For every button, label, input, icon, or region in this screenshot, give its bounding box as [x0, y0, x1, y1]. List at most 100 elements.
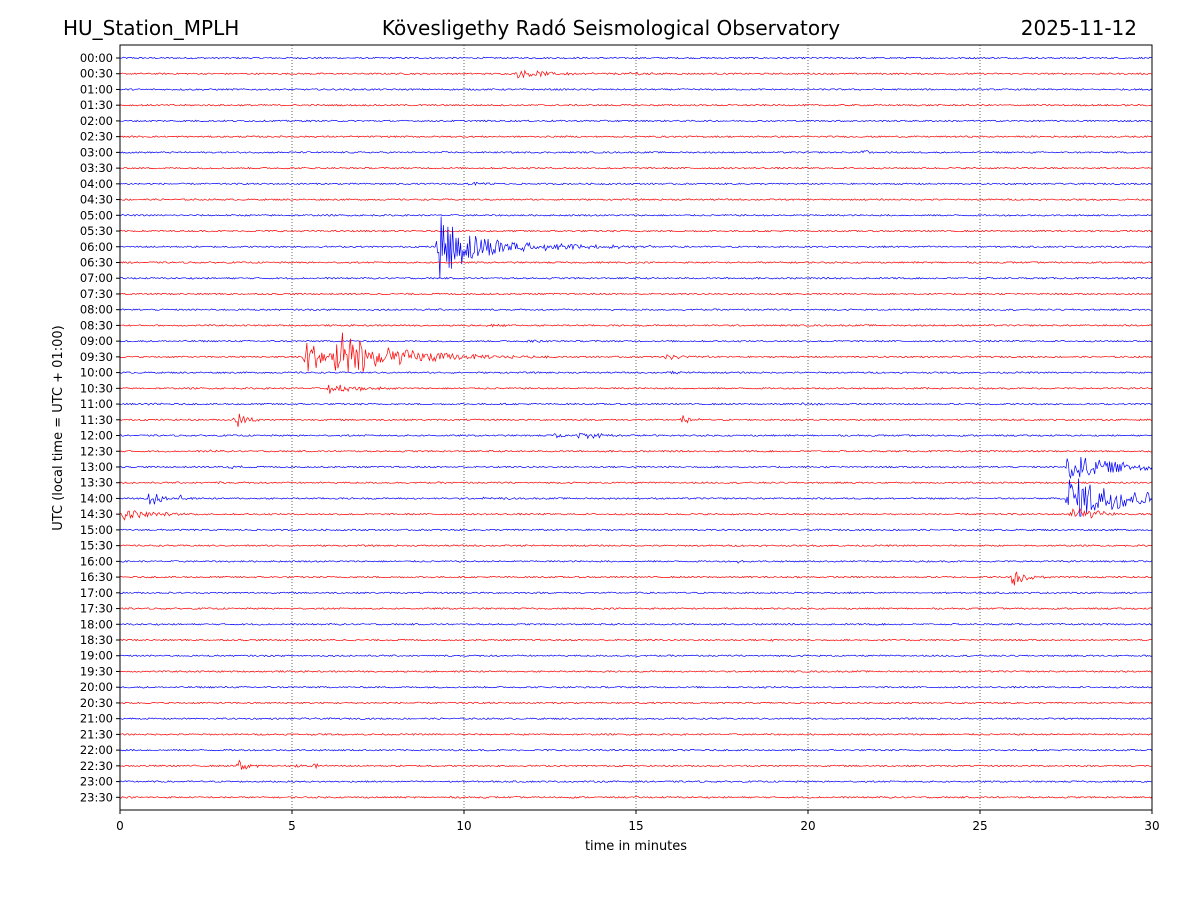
y-tick-label: 10:00 — [80, 366, 113, 380]
trace-0600 — [119, 216, 1153, 279]
trace-0430 — [119, 198, 1153, 201]
y-tick-label: 12:00 — [80, 429, 113, 443]
y-tick-label: 11:00 — [80, 397, 113, 411]
date-label: 2025-11-12 — [1021, 16, 1137, 40]
y-tick-label: 22:30 — [80, 759, 113, 773]
trace-0830 — [119, 323, 1153, 328]
trace-2030 — [119, 701, 1153, 705]
trace-0100 — [119, 88, 1153, 91]
plot-frame — [119, 44, 1153, 811]
seismic-traces — [119, 56, 1153, 799]
y-tick-label: 04:30 — [80, 193, 113, 207]
chart-title: Kövesligethy Radó Seismological Observat… — [382, 16, 840, 40]
trace-0130 — [119, 103, 1153, 107]
trace-0500 — [119, 213, 1153, 217]
trace-1600 — [119, 560, 1153, 564]
trace-2300 — [119, 780, 1152, 783]
y-tick-label: 09:30 — [80, 350, 113, 364]
y-tick-label: 00:30 — [80, 67, 113, 81]
y-tick-label: 14:00 — [80, 491, 113, 505]
y-tick-label: 07:00 — [80, 271, 113, 285]
trace-2330 — [120, 795, 1153, 799]
trace-0400 — [119, 181, 1153, 187]
trace-1630 — [119, 571, 1153, 586]
trace-1830 — [119, 638, 1153, 642]
trace-2100 — [119, 717, 1153, 720]
y-tick-label: 13:00 — [80, 460, 113, 474]
x-tick-label: 0 — [116, 819, 124, 833]
y-tick-label: 00:00 — [80, 51, 113, 65]
y-tick-label: 06:30 — [80, 255, 113, 269]
trace-1400 — [120, 478, 1153, 517]
y-axis-label: UTC (local time = UTC + 01:00) — [51, 325, 66, 530]
y-tick-label: 20:30 — [80, 696, 113, 710]
trace-1900 — [119, 654, 1153, 658]
trace-1200 — [119, 432, 1153, 440]
trace-1000 — [119, 370, 1153, 375]
y-tick-label: 15:00 — [80, 523, 113, 537]
y-tick-label: 19:30 — [80, 664, 113, 678]
trace-1500 — [120, 528, 1153, 532]
y-tick-label: 04:00 — [80, 177, 113, 191]
trace-0630 — [119, 261, 1153, 264]
y-tick-label: 02:30 — [80, 130, 113, 144]
trace-0700 — [119, 276, 1153, 280]
x-tick-label: 5 — [288, 819, 296, 833]
y-tick-label: 05:00 — [80, 208, 113, 222]
trace-1300 — [119, 456, 1153, 480]
trace-0730 — [119, 292, 1153, 296]
trace-2000 — [119, 685, 1153, 689]
trace-1800 — [119, 622, 1153, 626]
y-tick-label: 23:30 — [80, 790, 113, 804]
y-tick-label: 22:00 — [80, 743, 113, 757]
y-tick-label: 01:00 — [80, 82, 113, 96]
trace-0800 — [119, 308, 1153, 312]
x-axis-ticks: 0 5 10 15 20 25 30 — [116, 810, 1160, 833]
trace-0300 — [119, 150, 1153, 154]
y-tick-label: 21:30 — [80, 727, 113, 741]
y-tick-label: 14:30 — [80, 507, 113, 521]
y-tick-label: 02:00 — [80, 114, 113, 128]
trace-1100 — [119, 402, 1153, 406]
y-tick-label: 17:30 — [80, 602, 113, 616]
x-tick-label: 30 — [1144, 819, 1159, 833]
y-tick-label: 07:30 — [80, 287, 113, 301]
trace-1230 — [119, 449, 1153, 453]
y-tick-label: 23:00 — [80, 775, 113, 789]
trace-1930 — [119, 670, 1153, 673]
trace-2130 — [119, 733, 1153, 736]
trace-0900 — [119, 339, 1153, 343]
trace-0330 — [119, 166, 1153, 170]
trace-0200 — [119, 119, 1152, 123]
trace-1430 — [119, 507, 1153, 521]
x-tick-label: 10 — [456, 819, 471, 833]
trace-2200 — [119, 748, 1153, 752]
trace-2230 — [119, 759, 1153, 770]
y-tick-label: 10:30 — [80, 381, 113, 395]
y-tick-label: 11:30 — [80, 413, 113, 427]
y-tick-label: 16:00 — [80, 554, 113, 568]
y-tick-label: 21:00 — [80, 712, 113, 726]
y-tick-label: 16:30 — [80, 570, 113, 584]
y-tick-label: 18:30 — [80, 633, 113, 647]
trace-1030 — [119, 384, 1153, 394]
y-tick-label: 06:00 — [80, 240, 113, 254]
y-tick-label: 05:30 — [80, 224, 113, 238]
trace-0530 — [119, 229, 1153, 233]
trace-1530 — [119, 544, 1153, 547]
y-tick-label: 20:00 — [80, 680, 113, 694]
y-tick-label: 12:30 — [80, 444, 113, 458]
trace-0030 — [119, 69, 1153, 79]
trace-1730 — [119, 607, 1153, 610]
y-tick-label: 08:00 — [80, 303, 113, 317]
x-tick-label: 20 — [800, 819, 815, 833]
y-tick-label: 09:00 — [80, 334, 113, 348]
trace-1330 — [119, 481, 1153, 485]
y-tick-label: 18:00 — [80, 617, 113, 631]
y-tick-label: 13:30 — [80, 476, 113, 490]
y-tick-label: 01:30 — [80, 98, 113, 112]
x-tick-label: 15 — [628, 819, 643, 833]
